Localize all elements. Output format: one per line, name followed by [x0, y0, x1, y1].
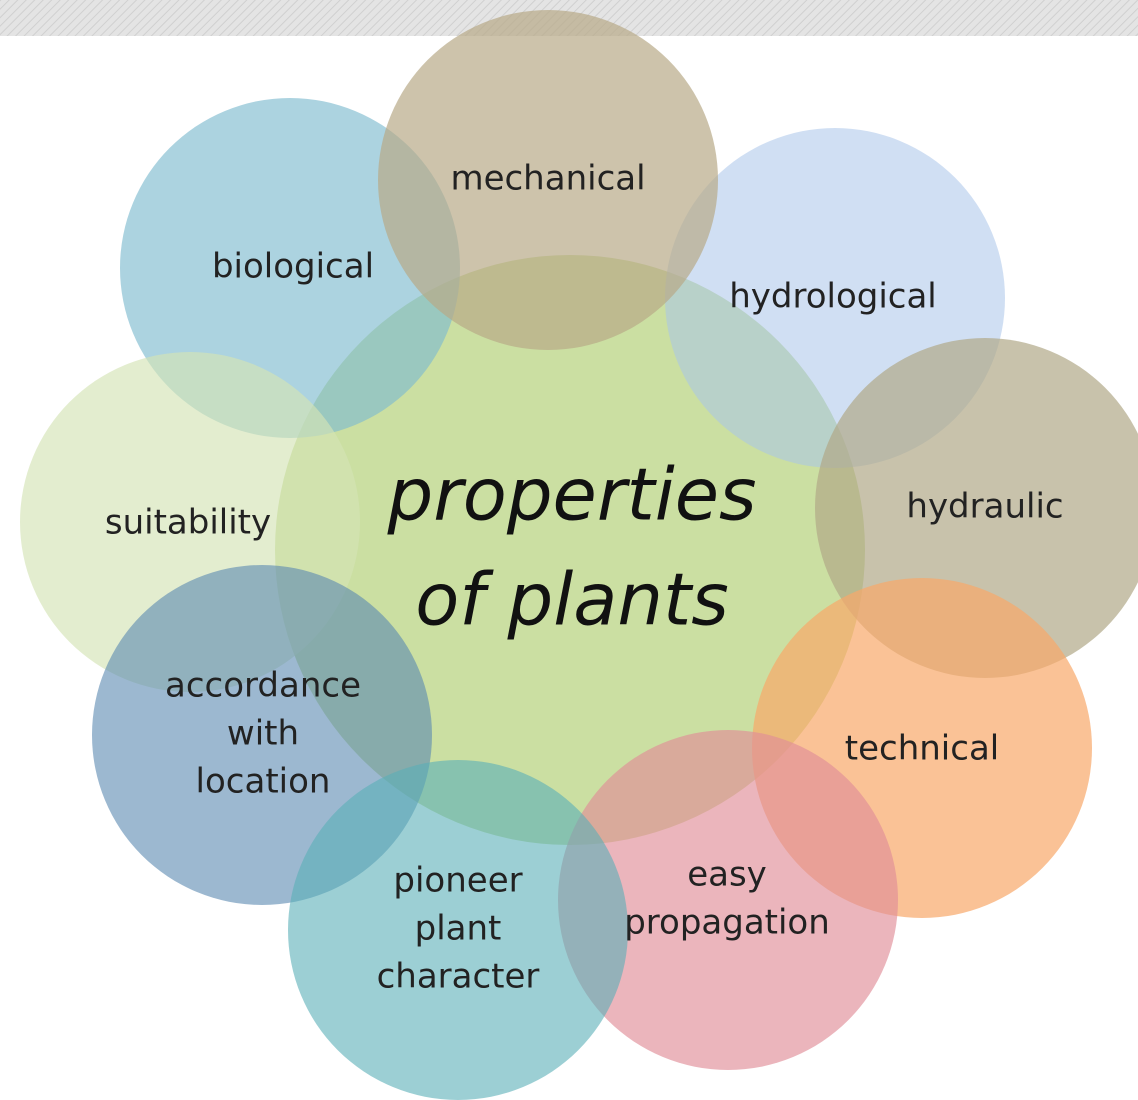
node-label: hydraulic [906, 487, 1063, 527]
center-label: properties [387, 453, 757, 537]
node-label: character [377, 957, 540, 997]
node-label: biological [212, 247, 374, 287]
node-label: with [227, 714, 299, 754]
node-label: pioneer [393, 861, 522, 901]
labels: properties of plants mechanical biological h… [105, 159, 1064, 997]
circle [288, 760, 628, 1100]
node-label: suitability [105, 503, 271, 543]
node-label: mechanical [450, 159, 645, 199]
center-label: of plants [415, 558, 729, 642]
node-label: location [196, 762, 331, 802]
circle [558, 730, 898, 1070]
node-label: plant [415, 909, 502, 949]
node-label: hydrological [729, 277, 937, 317]
node-label: accordance [165, 666, 361, 706]
node-label: technical [845, 729, 999, 769]
node-label: easy [687, 855, 767, 895]
circle [378, 10, 718, 350]
node-label: propagation [624, 903, 830, 943]
circles [20, 10, 1138, 1100]
